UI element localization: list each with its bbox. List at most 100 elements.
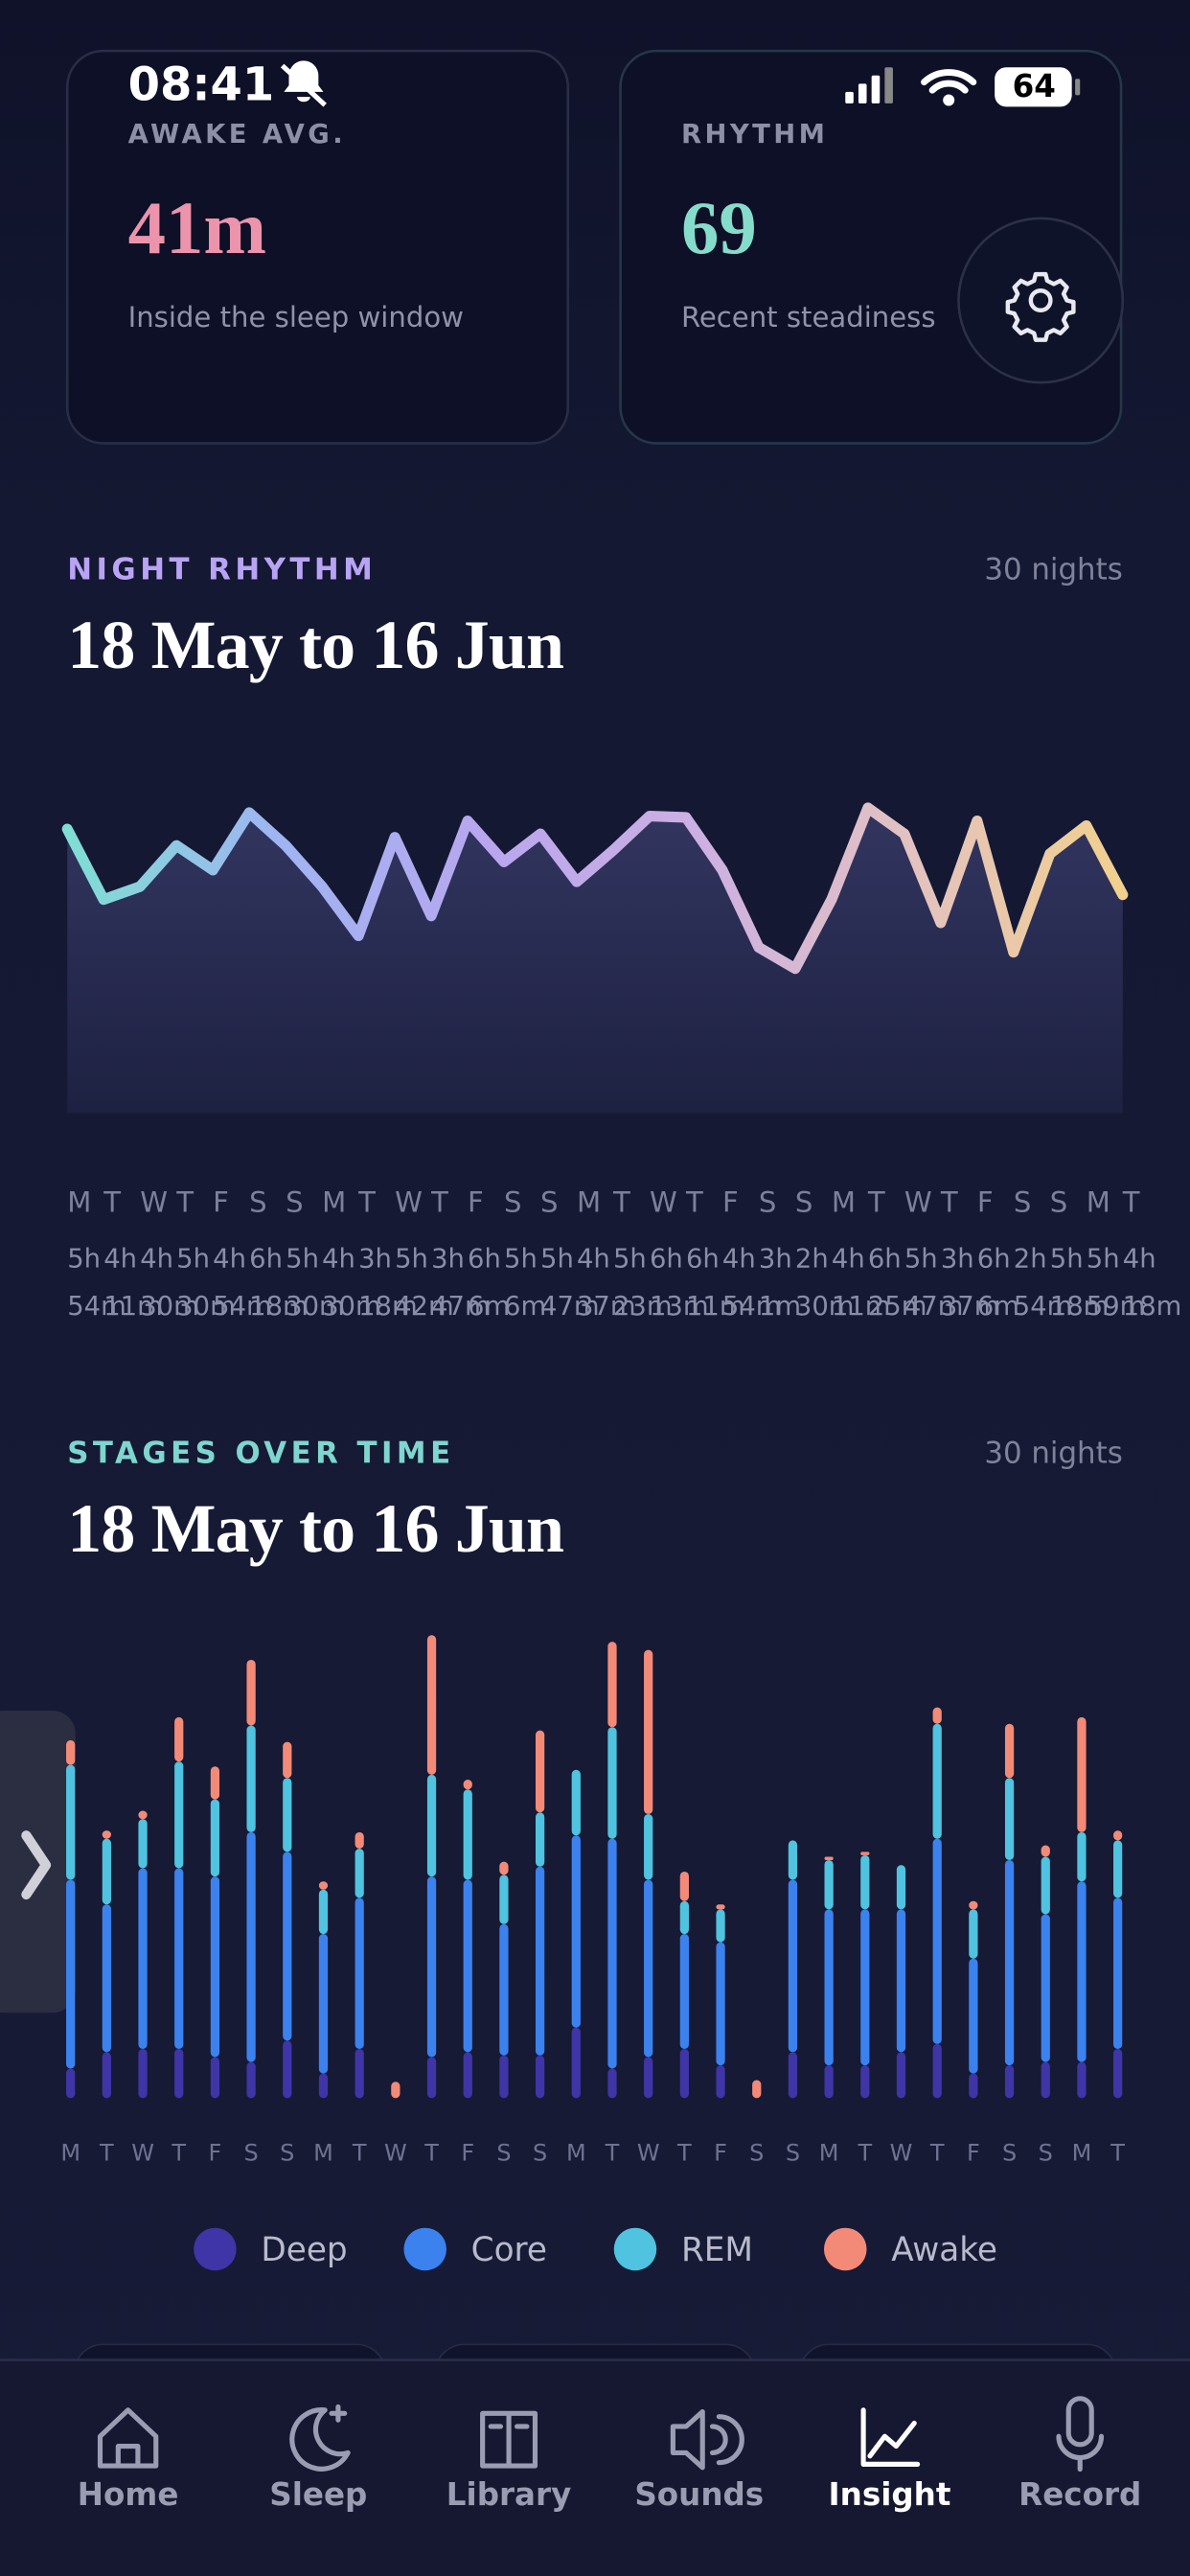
line-area — [67, 807, 1123, 1114]
nav-item[interactable]: Library — [446, 2477, 572, 2514]
nav-item[interactable]: Sleep — [269, 2477, 368, 2514]
bar-segment — [969, 1900, 978, 1910]
card-label: RHYTHM — [680, 118, 829, 150]
value-label: 6h 13m — [649, 1242, 709, 1322]
bar-segment — [1041, 1845, 1050, 1857]
bar-segment — [499, 2055, 509, 2099]
x-tick-label: W — [650, 1185, 677, 1218]
bar-segment — [1041, 1856, 1050, 1915]
bar-segment — [571, 1835, 581, 2028]
value-label: 5h 47m — [540, 1242, 600, 1322]
record-icon — [1056, 2396, 1105, 2472]
x-tick-label: F — [461, 2139, 474, 2166]
x-tick-label: F — [468, 1185, 484, 1218]
bar-segment — [535, 1812, 545, 1867]
x-tick-label: M — [1072, 2139, 1092, 2166]
bell-slash — [280, 63, 327, 107]
bar-segment — [679, 1934, 689, 2049]
value-label: 6h 18m — [249, 1242, 309, 1322]
value-label: 5h 30m — [176, 1242, 236, 1322]
bar-segment — [102, 2052, 111, 2099]
section-title: 18 May to 16 Jun — [67, 1492, 564, 1569]
bar-segment — [716, 1909, 725, 1943]
value-label: 4h 11m — [103, 1242, 163, 1322]
bar-segment — [1077, 1716, 1087, 1832]
bar-segment — [66, 2068, 76, 2099]
nav-item[interactable]: Home — [77, 2477, 179, 2514]
bar-segment — [426, 2057, 437, 2099]
legend-label: Awake — [891, 2231, 997, 2269]
x-tick-label: F — [209, 2139, 222, 2166]
settings-button[interactable] — [957, 217, 1125, 384]
section-eyebrow: STAGES OVER TIME — [67, 1436, 455, 1471]
section-title: 18 May to 16 Jun — [67, 609, 564, 685]
x-tick-label: F — [722, 1185, 739, 1218]
bar-segment — [499, 1923, 509, 2056]
x-tick-label: W — [140, 1185, 168, 1218]
bar-segment — [716, 2065, 725, 2099]
legend-swatch — [823, 2227, 867, 2271]
bar-segment — [1077, 1831, 1087, 1882]
sleep-icon — [289, 2404, 351, 2472]
wifi-dot — [943, 94, 955, 106]
battery-tip — [1075, 79, 1081, 96]
x-tick-label: F — [213, 1185, 229, 1218]
x-tick-label: F — [977, 1185, 994, 1218]
bar-segment — [246, 1831, 256, 2062]
x-tick-label: S — [496, 2139, 511, 2166]
battery — [995, 67, 1072, 107]
nav-item[interactable]: Sounds — [634, 2477, 765, 2514]
card-label: AWAKE AVG. — [127, 118, 347, 150]
value-label: 3h 37m — [940, 1242, 1000, 1322]
x-tick-label: S — [1050, 1185, 1067, 1218]
x-tick-label: M — [1087, 1185, 1110, 1218]
nav-item[interactable]: Record — [1018, 2477, 1142, 2514]
x-tick-label: S — [249, 1185, 266, 1218]
value-label: 3h 18m — [358, 1242, 418, 1322]
signal-bar — [858, 83, 867, 104]
bar-segment — [318, 2073, 329, 2099]
bar-segment — [1077, 2061, 1087, 2099]
x-tick-label: W — [131, 2139, 154, 2166]
legend-label: REM — [681, 2231, 753, 2269]
x-tick-label: T — [605, 2139, 620, 2166]
bar-segment — [210, 1876, 220, 2058]
bar-segment — [174, 2048, 184, 2099]
bar-segment — [716, 1904, 725, 1910]
bar-segment — [752, 2080, 762, 2099]
bar-segment — [607, 2068, 617, 2099]
x-tick-label: T — [171, 2139, 186, 2166]
value-label: 4h 37m — [576, 1242, 636, 1322]
bar-segment — [824, 1909, 834, 2066]
bar-segment — [788, 1879, 798, 2053]
bar-segment — [102, 1830, 111, 1839]
bar-segment — [644, 1879, 653, 2058]
bar-segment — [355, 1898, 364, 2049]
bar-segment — [1004, 1723, 1015, 1779]
bar-segment — [679, 2048, 689, 2099]
value-label: 3h 47m — [431, 1242, 491, 1322]
x-tick-label: T — [352, 2139, 367, 2166]
value-label: 3h 1m — [758, 1242, 802, 1322]
nav-item[interactable]: Insight — [828, 2477, 951, 2514]
x-tick-label: S — [286, 1185, 303, 1218]
bar-segment — [1077, 1881, 1087, 2062]
bar-segment — [1113, 2048, 1123, 2099]
bar-segment — [571, 2027, 581, 2099]
x-tick-label: T — [103, 1185, 121, 1218]
card — [65, 49, 570, 445]
bar-segment — [932, 1838, 942, 2044]
side-handle[interactable] — [0, 1711, 76, 2013]
x-tick-label: W — [890, 2139, 913, 2166]
card-value: 41m — [127, 185, 267, 269]
bar-segment — [969, 2073, 978, 2099]
x-tick-label: T — [857, 2139, 872, 2166]
bar-segment — [824, 1856, 834, 1860]
value-label: 5h 47m — [904, 1242, 964, 1322]
bar-segment — [499, 1861, 509, 1875]
x-tick-label: S — [786, 2139, 800, 2166]
bar-segment — [788, 2052, 798, 2099]
bar-segment — [571, 1769, 581, 1836]
